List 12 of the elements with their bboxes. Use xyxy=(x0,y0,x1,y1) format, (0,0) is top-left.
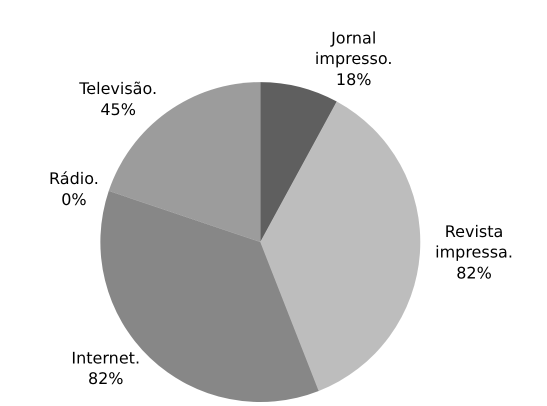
slice-label: Jornal impresso. xyxy=(314,28,392,68)
slice-label: Revista impressa. xyxy=(435,222,513,262)
text: 0% xyxy=(61,190,87,209)
slice-label: Televisão. xyxy=(78,79,158,98)
data-label: 45% xyxy=(100,100,136,119)
data-label: 82% xyxy=(88,369,124,388)
slice-label: Internet. xyxy=(71,348,140,368)
category-label: Rádio. xyxy=(49,168,99,188)
pie-slice xyxy=(260,102,420,391)
pie-slice xyxy=(260,82,337,242)
data-label: 82% xyxy=(456,263,492,282)
data-label: 18% xyxy=(336,70,372,89)
